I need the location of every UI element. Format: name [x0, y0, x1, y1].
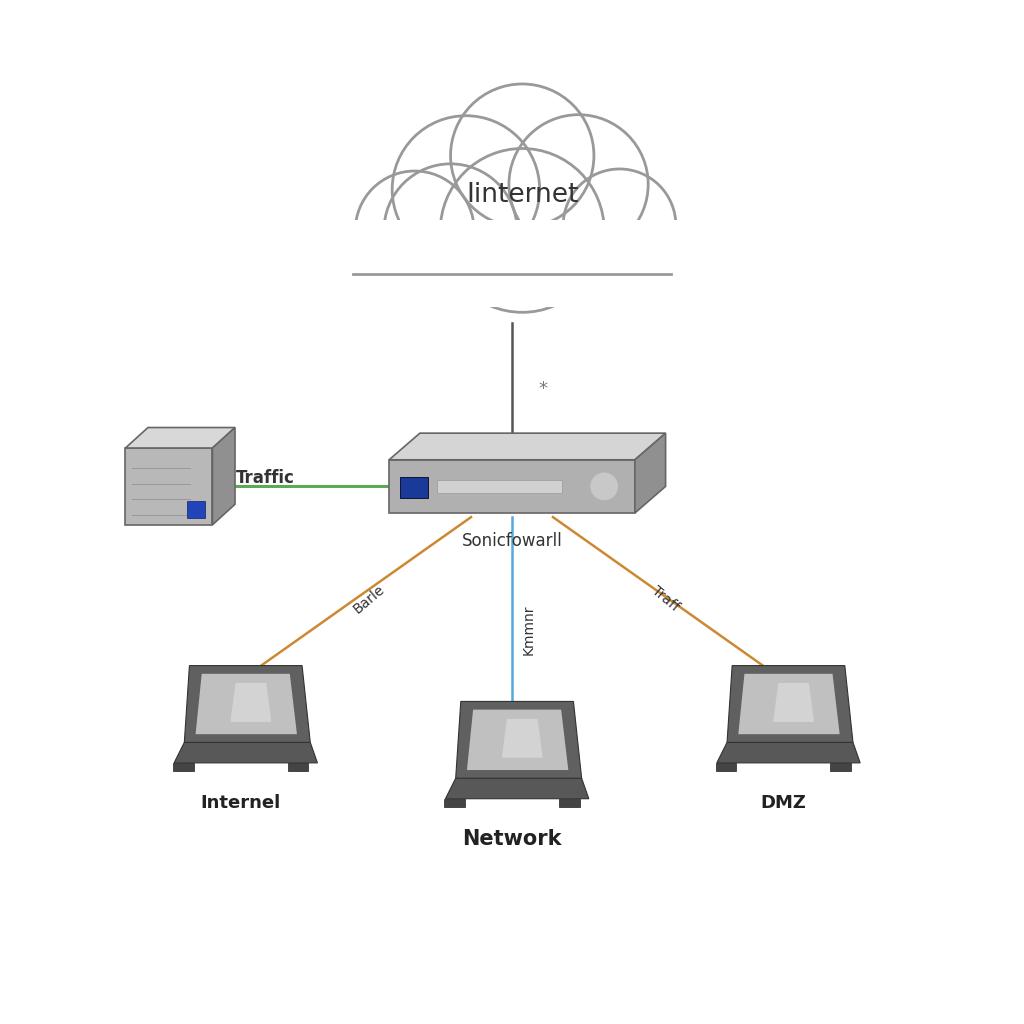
- Polygon shape: [125, 449, 213, 524]
- Polygon shape: [738, 674, 840, 734]
- FancyBboxPatch shape: [559, 799, 580, 807]
- Polygon shape: [389, 433, 666, 460]
- Circle shape: [440, 148, 604, 312]
- Circle shape: [384, 164, 517, 297]
- FancyBboxPatch shape: [830, 763, 851, 771]
- Polygon shape: [125, 428, 236, 449]
- Polygon shape: [196, 674, 297, 734]
- FancyBboxPatch shape: [187, 501, 205, 517]
- FancyBboxPatch shape: [444, 799, 465, 807]
- Circle shape: [355, 171, 474, 290]
- Text: Barle: Barle: [350, 582, 387, 616]
- Text: Network: Network: [462, 829, 562, 850]
- Text: Kmmnr: Kmmnr: [521, 604, 536, 655]
- Circle shape: [591, 473, 617, 500]
- Text: Sonicfowarll: Sonicfowarll: [462, 532, 562, 551]
- Polygon shape: [184, 666, 310, 742]
- Polygon shape: [717, 742, 860, 763]
- Text: Traff: Traff: [649, 584, 682, 614]
- Text: Traffic: Traffic: [236, 469, 294, 487]
- Polygon shape: [635, 433, 666, 513]
- Circle shape: [451, 84, 594, 227]
- Polygon shape: [456, 701, 582, 778]
- FancyBboxPatch shape: [338, 220, 686, 307]
- FancyBboxPatch shape: [400, 477, 428, 498]
- FancyBboxPatch shape: [288, 763, 308, 771]
- Circle shape: [563, 169, 676, 282]
- Polygon shape: [773, 683, 814, 722]
- Polygon shape: [174, 742, 317, 763]
- Text: DMZ: DMZ: [761, 794, 806, 812]
- Circle shape: [509, 115, 648, 254]
- Text: *: *: [539, 380, 547, 398]
- FancyBboxPatch shape: [173, 763, 194, 771]
- Text: Iinternet: Iinternet: [466, 181, 579, 208]
- Polygon shape: [230, 683, 271, 722]
- Polygon shape: [502, 719, 543, 758]
- Text: Internel: Internel: [201, 794, 281, 812]
- Polygon shape: [467, 710, 568, 770]
- Polygon shape: [445, 778, 589, 799]
- FancyBboxPatch shape: [437, 480, 562, 493]
- Polygon shape: [727, 666, 853, 742]
- FancyBboxPatch shape: [716, 763, 736, 771]
- Polygon shape: [213, 428, 236, 524]
- Circle shape: [392, 116, 540, 263]
- Polygon shape: [389, 460, 635, 513]
